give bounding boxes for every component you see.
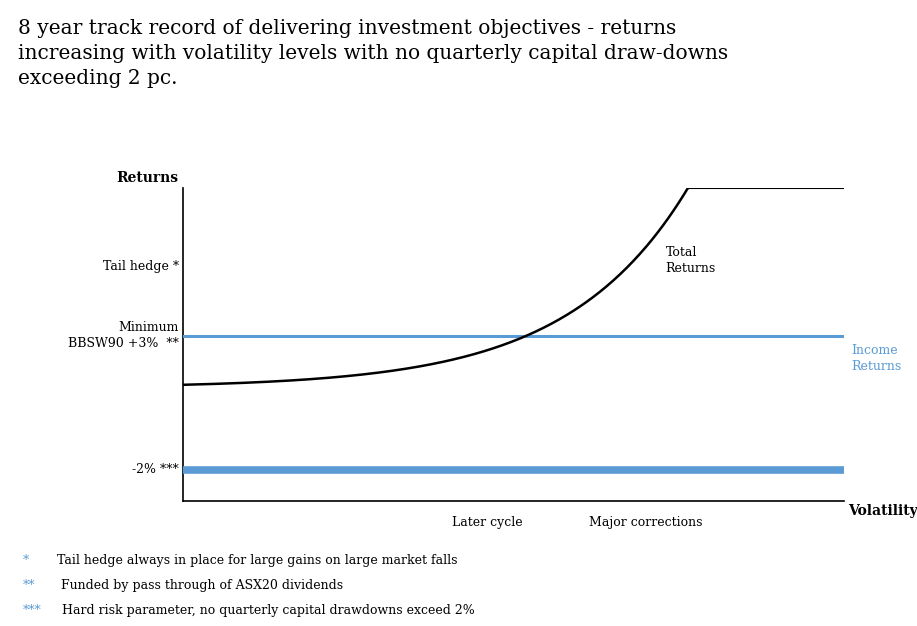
Text: 8 year track record of delivering investment objectives - returns
increasing wit: 8 year track record of delivering invest…	[18, 19, 728, 88]
Text: Minimum
BBSW90 +3%  **: Minimum BBSW90 +3% **	[68, 321, 179, 350]
Text: Returns: Returns	[116, 171, 179, 185]
Text: Tail hedge *: Tail hedge *	[103, 260, 179, 272]
Text: **: **	[23, 579, 36, 592]
Text: Hard risk parameter, no quarterly capital drawdowns exceed 2%: Hard risk parameter, no quarterly capita…	[58, 604, 474, 617]
Text: -2% ***: -2% ***	[132, 463, 179, 476]
Text: *: *	[23, 554, 29, 567]
Text: ***: ***	[23, 604, 41, 617]
Text: Volatility: Volatility	[848, 504, 917, 518]
Text: Total
Returns: Total Returns	[666, 247, 715, 275]
Text: Funded by pass through of ASX20 dividends: Funded by pass through of ASX20 dividend…	[49, 579, 343, 592]
Text: Major corrections: Major corrections	[589, 516, 702, 530]
Text: Later cycle: Later cycle	[452, 516, 523, 530]
Text: Income
Returns: Income Returns	[851, 344, 901, 372]
Text: Tail hedge always in place for large gains on large market falls: Tail hedge always in place for large gai…	[41, 554, 458, 567]
